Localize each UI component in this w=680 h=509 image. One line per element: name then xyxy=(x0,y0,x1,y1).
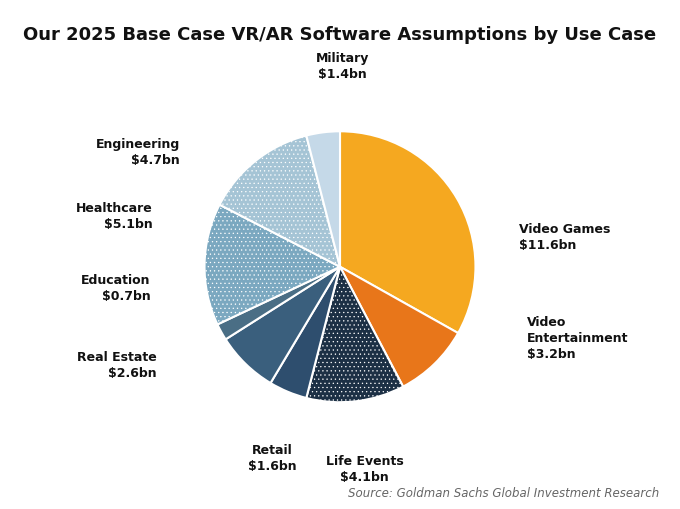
Wedge shape xyxy=(218,267,340,340)
Text: Real Estate
$2.6bn: Real Estate $2.6bn xyxy=(78,350,157,379)
Wedge shape xyxy=(306,267,403,403)
Wedge shape xyxy=(340,267,458,387)
Text: Education
$0.7bn: Education $0.7bn xyxy=(81,273,150,302)
Wedge shape xyxy=(220,136,340,267)
Text: Source: Goldman Sachs Global Investment Research: Source: Goldman Sachs Global Investment … xyxy=(348,486,660,499)
Text: Our 2025 Base Case VR/AR Software Assumptions by Use Case: Our 2025 Base Case VR/AR Software Assump… xyxy=(23,25,657,43)
Text: Military
$1.4bn: Military $1.4bn xyxy=(316,52,369,80)
Wedge shape xyxy=(205,205,340,325)
Wedge shape xyxy=(226,267,340,383)
Wedge shape xyxy=(340,132,475,333)
Text: Video Games
$11.6bn: Video Games $11.6bn xyxy=(519,223,610,252)
Wedge shape xyxy=(306,132,340,267)
Wedge shape xyxy=(271,267,340,398)
Text: Retail
$1.6bn: Retail $1.6bn xyxy=(248,443,296,472)
Text: Healthcare
$5.1bn: Healthcare $5.1bn xyxy=(76,202,153,230)
Text: Life Events
$4.1bn: Life Events $4.1bn xyxy=(326,454,403,483)
Text: Engineering
$4.7bn: Engineering $4.7bn xyxy=(96,138,180,167)
Text: Video
Entertainment
$3.2bn: Video Entertainment $3.2bn xyxy=(527,315,628,360)
